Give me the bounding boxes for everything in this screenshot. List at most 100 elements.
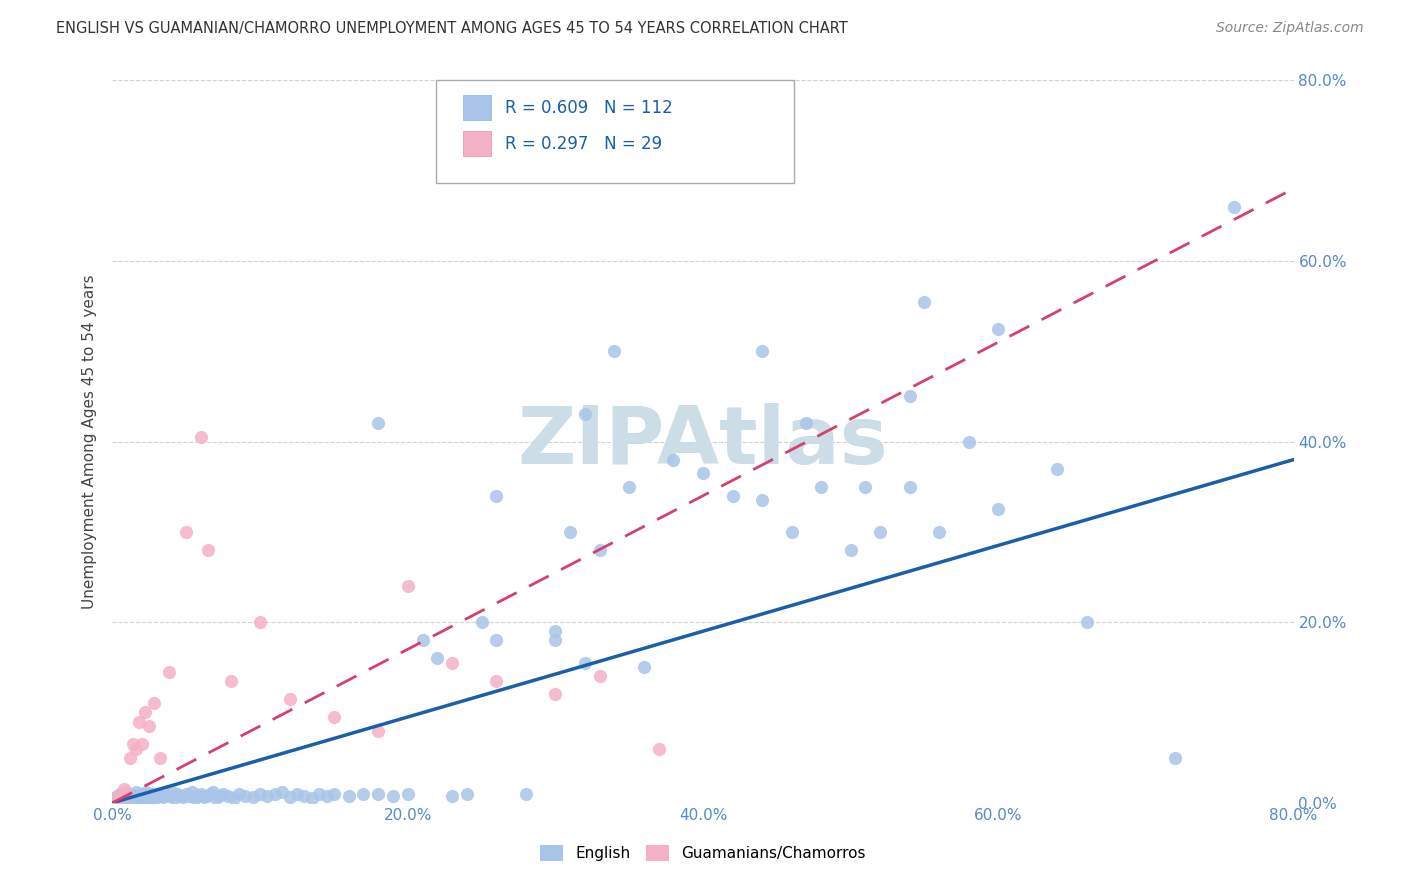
Point <box>256 789 278 803</box>
Point <box>149 789 172 803</box>
Point <box>721 489 744 503</box>
Point <box>131 790 153 805</box>
Point <box>751 344 773 359</box>
Point <box>588 669 610 683</box>
Point <box>197 542 219 557</box>
Point <box>485 673 508 688</box>
Point <box>190 430 212 444</box>
Point <box>957 434 980 449</box>
Point <box>233 789 256 803</box>
Point <box>172 790 194 805</box>
Point <box>193 790 215 805</box>
Point <box>839 542 862 557</box>
Point <box>558 524 582 539</box>
Point <box>780 524 803 539</box>
Point <box>120 787 142 801</box>
Point <box>132 789 155 803</box>
Point <box>544 624 567 639</box>
Point <box>125 741 148 756</box>
Point <box>396 579 419 593</box>
Point <box>855 480 877 494</box>
Point <box>108 787 131 801</box>
Point <box>647 741 671 756</box>
Point <box>125 785 148 799</box>
Point <box>228 787 250 801</box>
Point <box>201 785 224 799</box>
Point <box>278 692 301 706</box>
Point <box>146 787 169 801</box>
Point <box>184 791 207 805</box>
Point <box>212 787 235 801</box>
Point <box>574 408 596 422</box>
Point <box>544 633 567 648</box>
Point <box>810 480 832 494</box>
Point <box>574 656 596 670</box>
Point <box>187 789 209 803</box>
Point <box>470 615 494 630</box>
Point <box>111 789 134 803</box>
Point <box>1046 461 1069 475</box>
Point <box>205 791 228 805</box>
Point <box>323 787 346 801</box>
Point <box>157 665 180 679</box>
Point <box>138 719 160 733</box>
Legend: English, Guamanians/Chamorros: English, Guamanians/Chamorros <box>534 839 872 867</box>
Point <box>544 687 567 701</box>
Point <box>105 789 128 803</box>
Point <box>138 791 160 805</box>
Point <box>169 789 191 803</box>
Point <box>136 789 159 803</box>
Point <box>135 785 157 799</box>
Point <box>114 785 136 799</box>
Text: ENGLISH VS GUAMANIAN/CHAMORRO UNEMPLOYMENT AMONG AGES 45 TO 54 YEARS CORRELATION: ENGLISH VS GUAMANIAN/CHAMORRO UNEMPLOYME… <box>56 21 848 36</box>
Point <box>222 791 245 805</box>
Text: Source: ZipAtlas.com: Source: ZipAtlas.com <box>1216 21 1364 35</box>
Point <box>110 790 132 805</box>
Point <box>142 789 165 803</box>
Point <box>914 294 936 309</box>
Point <box>190 787 212 801</box>
Text: ZIPAtlas: ZIPAtlas <box>517 402 889 481</box>
Point <box>315 789 337 803</box>
Point <box>352 787 374 801</box>
Point <box>308 787 330 801</box>
Point <box>117 789 138 803</box>
Point <box>128 714 150 729</box>
Point <box>134 706 156 720</box>
Point <box>662 452 685 467</box>
Point <box>179 789 201 803</box>
Point <box>441 656 464 670</box>
Point <box>278 790 301 805</box>
Point <box>411 633 433 648</box>
Point <box>107 791 129 805</box>
Point <box>242 790 264 805</box>
Point <box>323 710 346 724</box>
Point <box>127 789 149 803</box>
Point <box>120 750 142 764</box>
Point <box>208 789 231 803</box>
Point <box>367 723 389 738</box>
Point <box>142 697 165 711</box>
Point <box>515 787 537 801</box>
Point <box>987 321 1010 335</box>
Point <box>485 489 508 503</box>
Point <box>152 790 174 805</box>
Point <box>104 791 127 805</box>
Point <box>619 480 641 494</box>
Point <box>337 789 360 803</box>
Text: R = 0.609   N = 112: R = 0.609 N = 112 <box>505 99 672 117</box>
Point <box>174 787 197 801</box>
Point <box>751 493 773 508</box>
Point <box>898 480 921 494</box>
Point <box>692 466 714 480</box>
Point <box>928 524 950 539</box>
Point <box>112 791 135 805</box>
Point <box>139 787 162 801</box>
Point <box>160 785 183 799</box>
Point <box>588 542 610 557</box>
Point <box>633 660 655 674</box>
Point <box>174 524 197 539</box>
Point <box>264 787 287 801</box>
Point <box>603 344 626 359</box>
Text: R = 0.297   N = 29: R = 0.297 N = 29 <box>505 135 662 153</box>
